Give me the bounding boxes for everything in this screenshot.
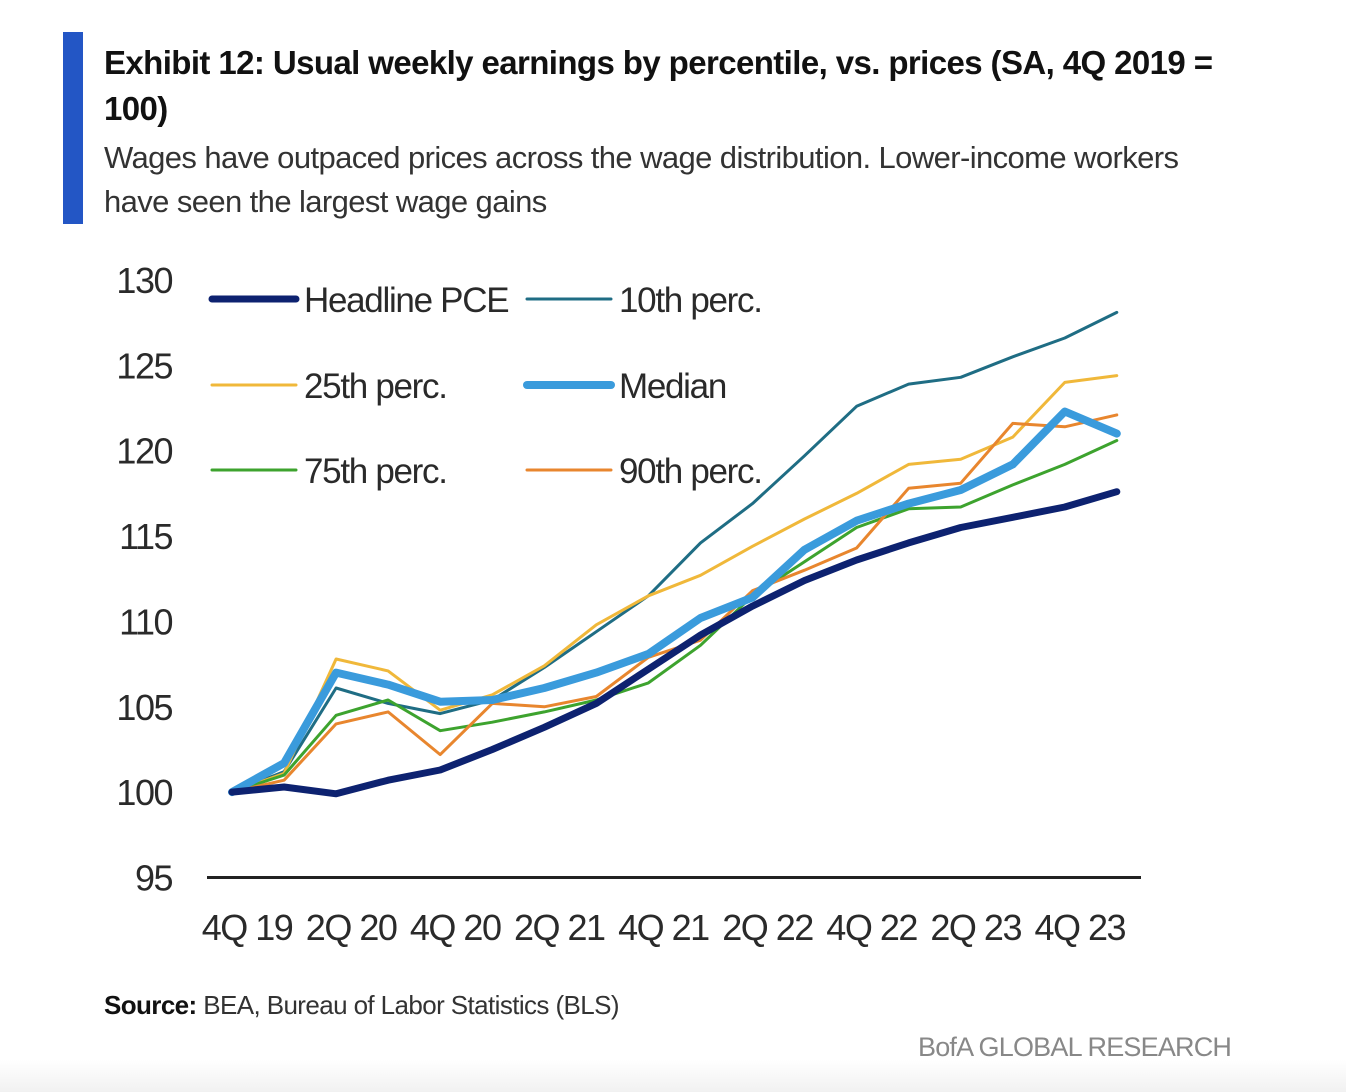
series-line-25th-perc (230, 374, 1119, 794)
source-text: BEA, Bureau of Labor Statistics (BLS) (196, 990, 619, 1020)
accent-bar (63, 32, 83, 224)
chart-title: Exhibit 12: Usual weekly earnings by per… (104, 44, 1213, 127)
legend-label-10th-perc: 10th perc. (619, 281, 762, 320)
series-line-10th-perc (230, 310, 1119, 794)
y-tick-label: 110 (119, 601, 172, 642)
x-tick-label: 4Q 22 (826, 907, 917, 948)
legend-label-90th-perc: 90th perc. (619, 452, 762, 491)
brand-label: BofA GLOBAL RESEARCH (918, 1032, 1232, 1062)
series-line-median (228, 407, 1121, 797)
x-axis-ticks: 4Q 19 2Q 20 4Q 20 2Q 21 4Q 21 2Q 22 4Q 22 2Q 23… (202, 907, 1127, 948)
series-line-headline-pce (228, 488, 1121, 798)
y-tick-label: 95 (135, 858, 173, 899)
source-label: Source: (104, 990, 197, 1020)
y-axis-ticks: 95 100 105 110 115 120 125 130 (116, 260, 174, 899)
x-tick-label: 4Q 21 (618, 907, 709, 948)
y-tick-label: 120 (116, 431, 172, 472)
y-tick-label: 105 (116, 687, 172, 728)
chart-subtitle: Wages have outpaced prices across the wa… (104, 140, 1179, 219)
x-tick-label: 4Q 20 (410, 907, 501, 948)
legend-label-headline-pce: Headline PCE (304, 281, 508, 320)
source-note: Source: BEA, Bureau of Labor Statistics … (104, 990, 620, 1021)
x-tick-label: 4Q 19 (202, 907, 293, 948)
x-tick-label: 2Q 21 (514, 907, 605, 948)
legend-label-75th-perc: 75th perc. (304, 452, 447, 491)
y-tick-label: 115 (119, 516, 172, 557)
series-lines (228, 310, 1121, 798)
x-tick-label: 2Q 20 (306, 907, 397, 948)
x-tick-label: 2Q 22 (722, 907, 813, 948)
legend-label-median: Median (619, 367, 726, 406)
series-line-75th-perc (230, 439, 1119, 794)
x-tick-label: 2Q 23 (930, 907, 1021, 948)
bottom-band (0, 1060, 1346, 1092)
legend-label-25th-perc: 25th perc. (304, 367, 447, 406)
x-tick-label: 4Q 23 (1035, 907, 1126, 948)
legend: Headline PCE 10th perc. 25th perc. Median 75… (208, 281, 763, 491)
y-tick-label: 100 (116, 772, 172, 813)
y-tick-label: 125 (116, 345, 172, 386)
y-tick-label: 130 (116, 260, 172, 301)
